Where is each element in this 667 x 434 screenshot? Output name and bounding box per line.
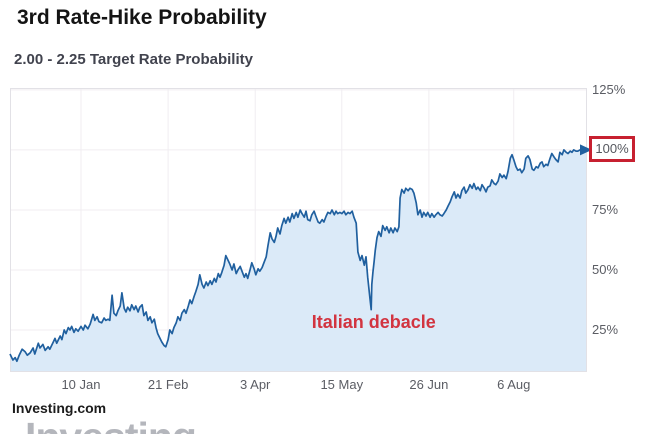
- watermark: Investing.com: [25, 417, 263, 434]
- end-arrow: [580, 144, 592, 156]
- trend-line-layer: [9, 144, 592, 363]
- y-tick-label: 25%: [592, 321, 619, 337]
- x-tick-label: 21 Feb: [147, 377, 189, 392]
- watermark-suffix: .com: [196, 423, 263, 434]
- x-tick-label: 6 Aug: [497, 377, 531, 392]
- plot-border: [10, 88, 587, 372]
- x-tick-label: 26 Jun: [409, 377, 449, 392]
- plot-area: Investing.com: [9, 88, 592, 434]
- x-tick-label: 15 May: [320, 377, 364, 392]
- y-tick-label: 125%: [592, 81, 626, 97]
- y-tick-label: 75%: [592, 201, 619, 217]
- x-tick-label: 10 Jan: [61, 377, 101, 392]
- annotation-italian-debacle: Italian debacle: [311, 311, 436, 332]
- area-fill: [10, 149, 587, 372]
- source-label: Investing.com: [12, 400, 107, 416]
- grid-and-fill-layer: [10, 88, 587, 372]
- highlight-box: 100%: [589, 135, 635, 162]
- watermark-brand: Investing: [25, 414, 197, 434]
- chart-title: 3rd Rate-Hike Probability: [17, 6, 267, 29]
- chart-subtitle: 2.00 - 2.25 Target Rate Probability: [14, 51, 253, 68]
- x-tick-label: 3 Apr: [240, 377, 271, 392]
- trend-line: [9, 149, 588, 363]
- y-tick-label-highlighted: 100%: [595, 141, 629, 157]
- y-tick-label: 50%: [592, 261, 619, 277]
